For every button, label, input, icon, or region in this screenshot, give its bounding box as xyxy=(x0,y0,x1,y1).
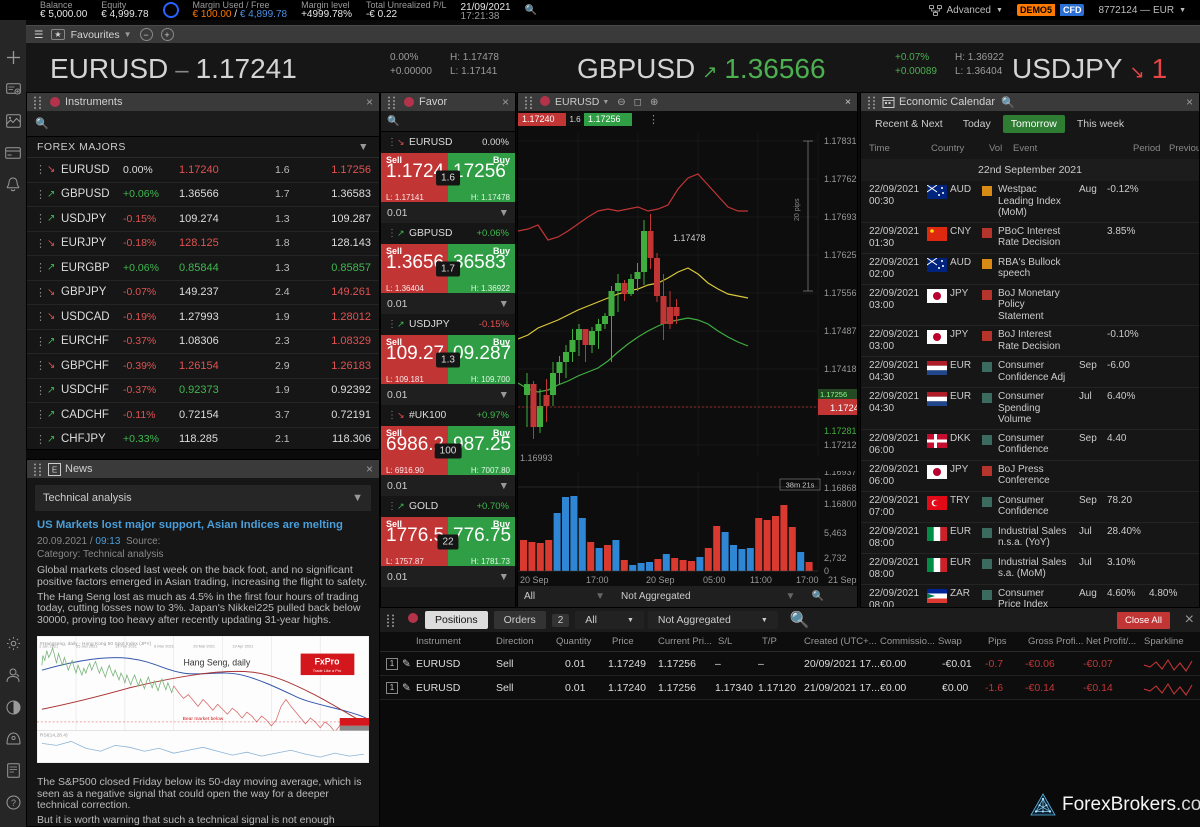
svg-text:1.17556: 1.17556 xyxy=(824,288,857,298)
svg-text:1.17831: 1.17831 xyxy=(824,136,857,146)
svg-text:20 pips: 20 pips xyxy=(794,198,801,221)
svg-text:1.16993: 1.16993 xyxy=(520,453,553,463)
svg-text:11:00: 11:00 xyxy=(750,575,772,585)
svg-text:Trade Like a Pro: Trade Like a Pro xyxy=(313,668,342,673)
svg-text:?: ? xyxy=(10,798,15,808)
svg-text:FxPro: FxPro xyxy=(315,656,340,666)
svg-text:1.17240: 1.17240 xyxy=(522,114,555,124)
svg-text:⋮: ⋮ xyxy=(648,114,659,126)
svg-text:1.17418: 1.17418 xyxy=(824,364,857,374)
svg-text:38m 21s: 38m 21s xyxy=(786,481,815,490)
svg-text:1.17762: 1.17762 xyxy=(824,174,857,184)
svg-text:1.17693: 1.17693 xyxy=(824,212,857,222)
svg-text:19 Apr 2021: 19 Apr 2021 xyxy=(232,644,253,649)
svg-text:20 Sep: 20 Sep xyxy=(646,575,675,585)
svg-text:Hang Seng, daily: Hang Seng, daily xyxy=(183,657,250,667)
svg-text:21 Sep: 21 Sep xyxy=(828,575,857,585)
svg-text:1.17256: 1.17256 xyxy=(588,114,621,124)
svg-text:1.17281: 1.17281 xyxy=(824,426,857,436)
svg-text:1.16937: 1.16937 xyxy=(824,471,857,477)
svg-text:1.17256: 1.17256 xyxy=(820,390,847,399)
svg-text:17:00: 17:00 xyxy=(796,575,819,585)
svg-text:Bear market below: Bear market below xyxy=(183,716,224,722)
svg-text:8 Mar 2021: 8 Mar 2021 xyxy=(154,644,174,649)
svg-text:1.17240: 1.17240 xyxy=(830,403,858,414)
svg-text:1.16800: 1.16800 xyxy=(824,499,857,509)
svg-text:05:00: 05:00 xyxy=(703,575,726,585)
svg-text:5,463: 5,463 xyxy=(824,528,847,538)
svg-text:1.17212: 1.17212 xyxy=(824,440,857,450)
svg-text:1.16868: 1.16868 xyxy=(824,483,857,493)
svg-text:25 Jan 2021: 25 Jan 2021 xyxy=(76,644,97,649)
svg-text:1.17478: 1.17478 xyxy=(673,233,706,243)
svg-text:2,732: 2,732 xyxy=(824,553,847,563)
svg-text:20 Sep: 20 Sep xyxy=(520,575,549,585)
svg-text:1.17625: 1.17625 xyxy=(824,250,857,260)
svg-text:1.17487: 1.17487 xyxy=(824,326,857,336)
svg-text:15 Feb 2021: 15 Feb 2021 xyxy=(115,644,137,649)
svg-text:E: E xyxy=(52,465,57,474)
svg-text:29 Mar 2021: 29 Mar 2021 xyxy=(193,644,215,649)
svg-text:RSI(14,28.4): RSI(14,28.4) xyxy=(40,733,68,739)
svg-text:1 Jan 2021: 1 Jan 2021 xyxy=(39,644,58,649)
svg-text:1.6: 1.6 xyxy=(569,115,581,124)
svg-text:17:00: 17:00 xyxy=(586,575,609,585)
